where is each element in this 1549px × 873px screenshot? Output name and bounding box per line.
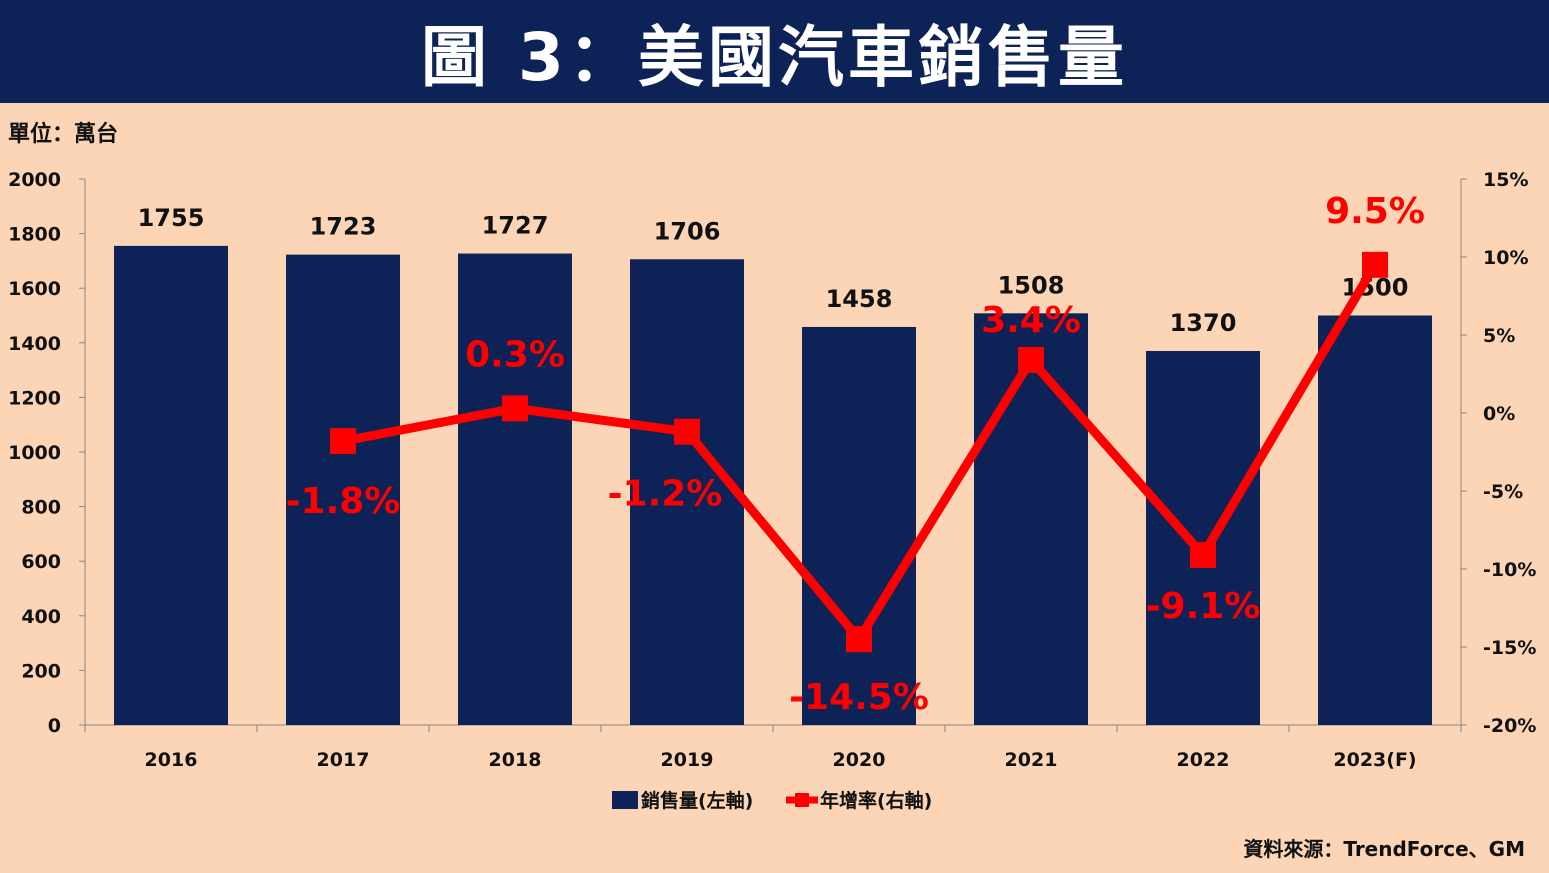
- left-tick-label: 400: [21, 606, 61, 628]
- x-tick-label: 2021: [1005, 749, 1058, 771]
- chart-title: 圖 3：美國汽車銷售量: [421, 18, 1128, 96]
- right-tick-label: 0%: [1483, 403, 1515, 425]
- unit-label: 單位：萬台: [8, 122, 119, 147]
- bar: [1318, 315, 1432, 725]
- left-tick-label: 1800: [8, 224, 61, 246]
- right-tick-label: -20%: [1483, 715, 1536, 737]
- line-marker: [1190, 541, 1216, 568]
- bar-data-label: 1370: [1170, 309, 1237, 337]
- line-marker: [846, 626, 872, 653]
- line-marker: [1362, 251, 1388, 278]
- bar: [286, 254, 400, 725]
- x-tick-label: 2018: [489, 749, 542, 771]
- x-tick-label: 2022: [1177, 749, 1230, 771]
- line-marker: [1018, 346, 1044, 373]
- left-tick-label: 1200: [8, 387, 61, 409]
- bar: [802, 326, 916, 725]
- left-tick-label: 200: [21, 660, 61, 682]
- line-data-label: -1.8%: [286, 481, 401, 522]
- title-bar: 圖 3：美國汽車銷售量: [0, 0, 1549, 103]
- right-tick-label: 15%: [1483, 169, 1528, 191]
- line-data-label: 0.3%: [465, 334, 565, 375]
- bar-data-label: 1723: [310, 213, 377, 241]
- bar-data-label: 1755: [138, 204, 205, 232]
- legend-swatch-bar: [612, 791, 638, 809]
- line-data-label: -1.2%: [608, 474, 723, 515]
- line-marker: [330, 428, 356, 455]
- bar: [630, 259, 744, 725]
- x-tick-label: 2016: [145, 749, 198, 771]
- bar: [114, 245, 228, 725]
- legend-label-bar: 銷售量(左軸): [641, 789, 753, 812]
- line-data-label: -9.1%: [1146, 586, 1261, 627]
- bar: [1146, 350, 1260, 725]
- bar: [974, 313, 1088, 725]
- bar-data-label: 1508: [998, 271, 1065, 299]
- right-tick-label: 10%: [1483, 247, 1528, 269]
- legend-label-line: 年增率(右軸): [820, 789, 932, 812]
- left-tick-label: 1600: [8, 278, 61, 300]
- x-tick-label: 2020: [833, 749, 886, 771]
- left-tick-label: 0: [48, 715, 61, 737]
- bar-data-label: 1458: [826, 285, 893, 313]
- line-data-label: 3.4%: [981, 300, 1081, 341]
- x-tick-label: 2019: [661, 749, 714, 771]
- left-tick-label: 800: [21, 497, 61, 519]
- left-tick-label: 600: [21, 551, 61, 573]
- right-tick-label: -10%: [1483, 559, 1536, 581]
- left-tick-label: 2000: [8, 169, 61, 191]
- legend-swatch-marker: [795, 793, 809, 807]
- bar-data-label: 1727: [482, 212, 549, 240]
- line-marker: [502, 395, 528, 422]
- line-data-label: 9.5%: [1325, 191, 1425, 232]
- source-label: 資料來源：TrendForce、GM: [1243, 837, 1525, 861]
- right-tick-label: -15%: [1483, 637, 1536, 659]
- x-tick-label: 2023(F): [1333, 749, 1416, 771]
- line-data-label: -14.5%: [789, 677, 929, 718]
- bar: [458, 253, 572, 726]
- left-tick-label: 1400: [8, 333, 61, 355]
- bar-data-label: 1706: [654, 217, 721, 245]
- right-tick-label: 5%: [1483, 325, 1515, 347]
- left-tick-label: 1000: [8, 442, 61, 464]
- x-tick-label: 2017: [317, 749, 370, 771]
- line-marker: [674, 418, 700, 445]
- right-tick-label: -5%: [1483, 481, 1523, 503]
